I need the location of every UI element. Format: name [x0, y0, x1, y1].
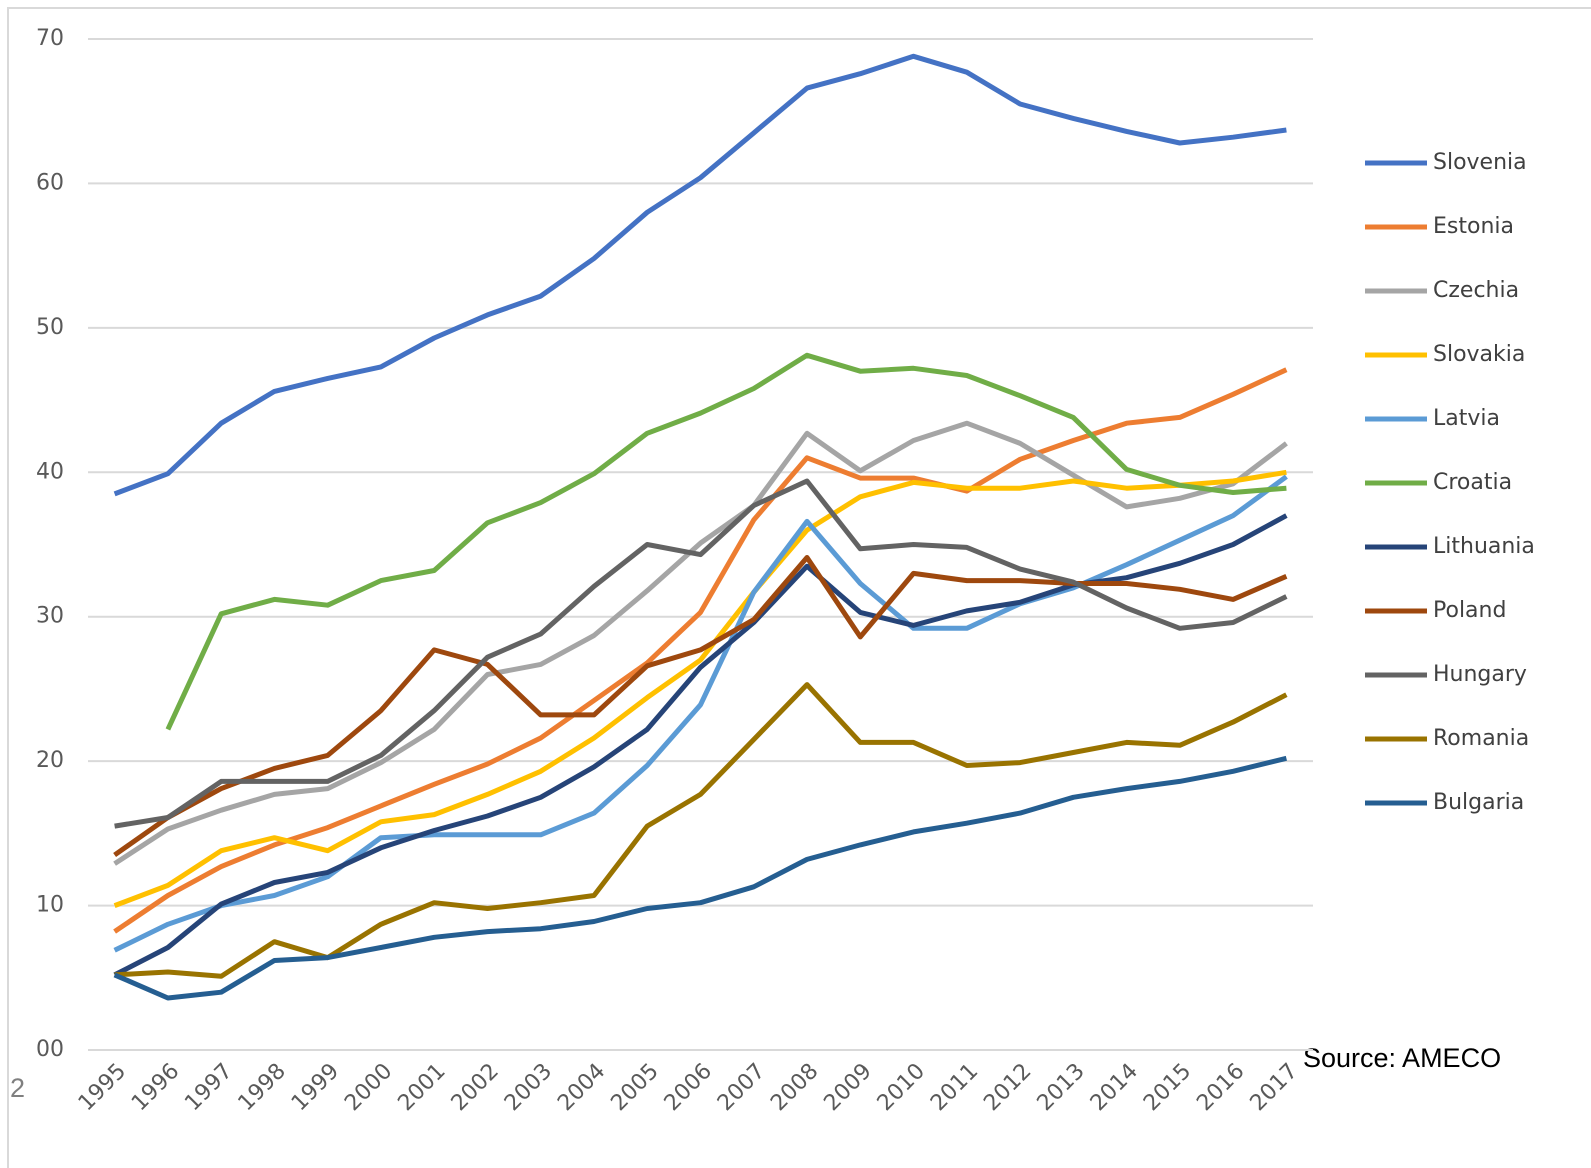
series-line: [113, 555, 1288, 858]
y-tick-label: 50: [36, 315, 64, 340]
y-tick-label: 60: [36, 170, 64, 195]
x-tick-label: 2000: [340, 1059, 397, 1116]
legend-label: Poland: [1433, 598, 1506, 623]
x-tick-label: 2010: [873, 1059, 930, 1116]
y-tick-label: 10: [36, 893, 64, 918]
x-tick-label: 1998: [234, 1059, 291, 1116]
legend-label: Romania: [1433, 726, 1529, 751]
y-tick-label: 70: [36, 26, 64, 51]
y-tick-label: 20: [36, 748, 64, 773]
x-tick-label: 2015: [1139, 1059, 1196, 1116]
legend-label: Latvia: [1433, 406, 1500, 431]
x-tick-label: 2006: [660, 1059, 717, 1116]
x-tick-label: 2002: [447, 1059, 504, 1116]
y-tick-label: 40: [36, 459, 64, 484]
x-tick-label: 2017: [1246, 1059, 1303, 1116]
source-note: Source: AMECO: [1303, 1043, 1501, 1073]
legend-label: Slovakia: [1433, 342, 1525, 367]
x-tick-label: 1996: [127, 1059, 184, 1116]
x-tick-label: 2001: [393, 1059, 450, 1116]
y-tick-label: 00: [36, 1037, 64, 1062]
x-tick-label: 1999: [287, 1059, 344, 1116]
series-line: [113, 469, 1287, 908]
chart-frame: [7, 7, 1591, 1168]
page-number: 2: [10, 1073, 25, 1103]
series-line: [113, 53, 1287, 497]
legend-label: Croatia: [1433, 470, 1512, 495]
x-tick-label: 2005: [606, 1059, 663, 1116]
x-tick-label: 2004: [553, 1059, 610, 1116]
x-tick-label: 2007: [713, 1059, 770, 1116]
x-tick-label: 2016: [1192, 1059, 1249, 1116]
series-line: [165, 352, 1287, 731]
x-tick-label: 2008: [766, 1059, 823, 1116]
x-tick-label: 1997: [180, 1059, 237, 1116]
x-tick-label: 2014: [1086, 1059, 1143, 1116]
series-line: [114, 478, 1288, 829]
legend-label: Lithuania: [1433, 534, 1535, 559]
legend-label: Hungary: [1433, 662, 1527, 687]
legend-label: Slovenia: [1433, 150, 1527, 175]
x-tick-label: 2009: [819, 1059, 876, 1116]
legend-label: Estonia: [1433, 214, 1514, 239]
series-line: [113, 420, 1288, 866]
y-tick-label: 30: [36, 604, 64, 629]
legend-label: Czechia: [1433, 278, 1519, 303]
x-tick-label: 2003: [500, 1059, 557, 1116]
x-tick-label: 2012: [979, 1059, 1036, 1116]
x-tick-label: 2013: [1033, 1059, 1090, 1116]
series-line: [114, 682, 1288, 979]
x-tick-label: 1995: [74, 1059, 131, 1116]
series-line: [113, 755, 1287, 1001]
x-tick-label: 2011: [926, 1059, 983, 1116]
legend-label: Bulgaria: [1433, 790, 1524, 815]
